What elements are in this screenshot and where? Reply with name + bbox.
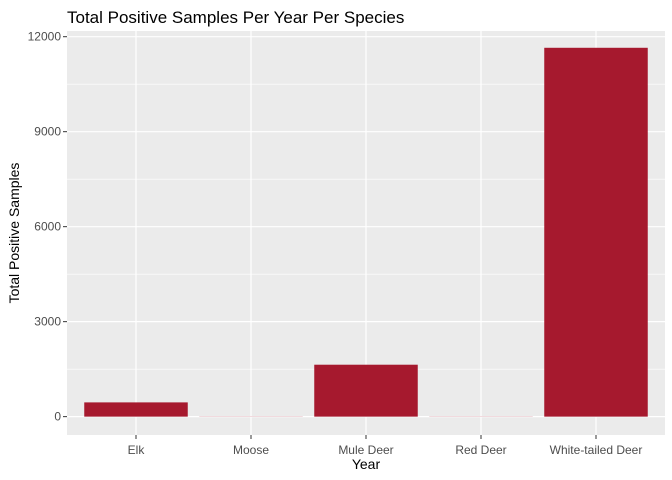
x-tick-label: Elk (128, 443, 146, 457)
x-tick-label: Red Deer (455, 443, 506, 457)
bar-elk (84, 402, 188, 417)
y-tick-label: 9000 (34, 125, 61, 139)
y-tick-label: 3000 (34, 315, 61, 329)
y-tick-label: 12000 (28, 30, 62, 44)
x-axis-title: Year (352, 456, 381, 472)
chart-title: Total Positive Samples Per Year Per Spec… (67, 8, 404, 27)
y-axis: 0 3000 6000 9000 12000 (28, 30, 67, 424)
bar-mule-deer (314, 364, 418, 417)
x-tick-label: Mule Deer (338, 443, 393, 457)
x-tick-label: Moose (233, 443, 269, 457)
bars (84, 47, 648, 417)
bar-white-tailed-deer (544, 47, 648, 417)
x-tick-label: White-tailed Deer (550, 443, 643, 457)
y-tick-label: 6000 (34, 220, 61, 234)
x-axis: Elk Moose Mule Deer Red Deer White-tailed De… (128, 435, 643, 457)
y-tick-label: 0 (54, 410, 61, 424)
y-axis-title: Total Positive Samples (6, 163, 22, 304)
